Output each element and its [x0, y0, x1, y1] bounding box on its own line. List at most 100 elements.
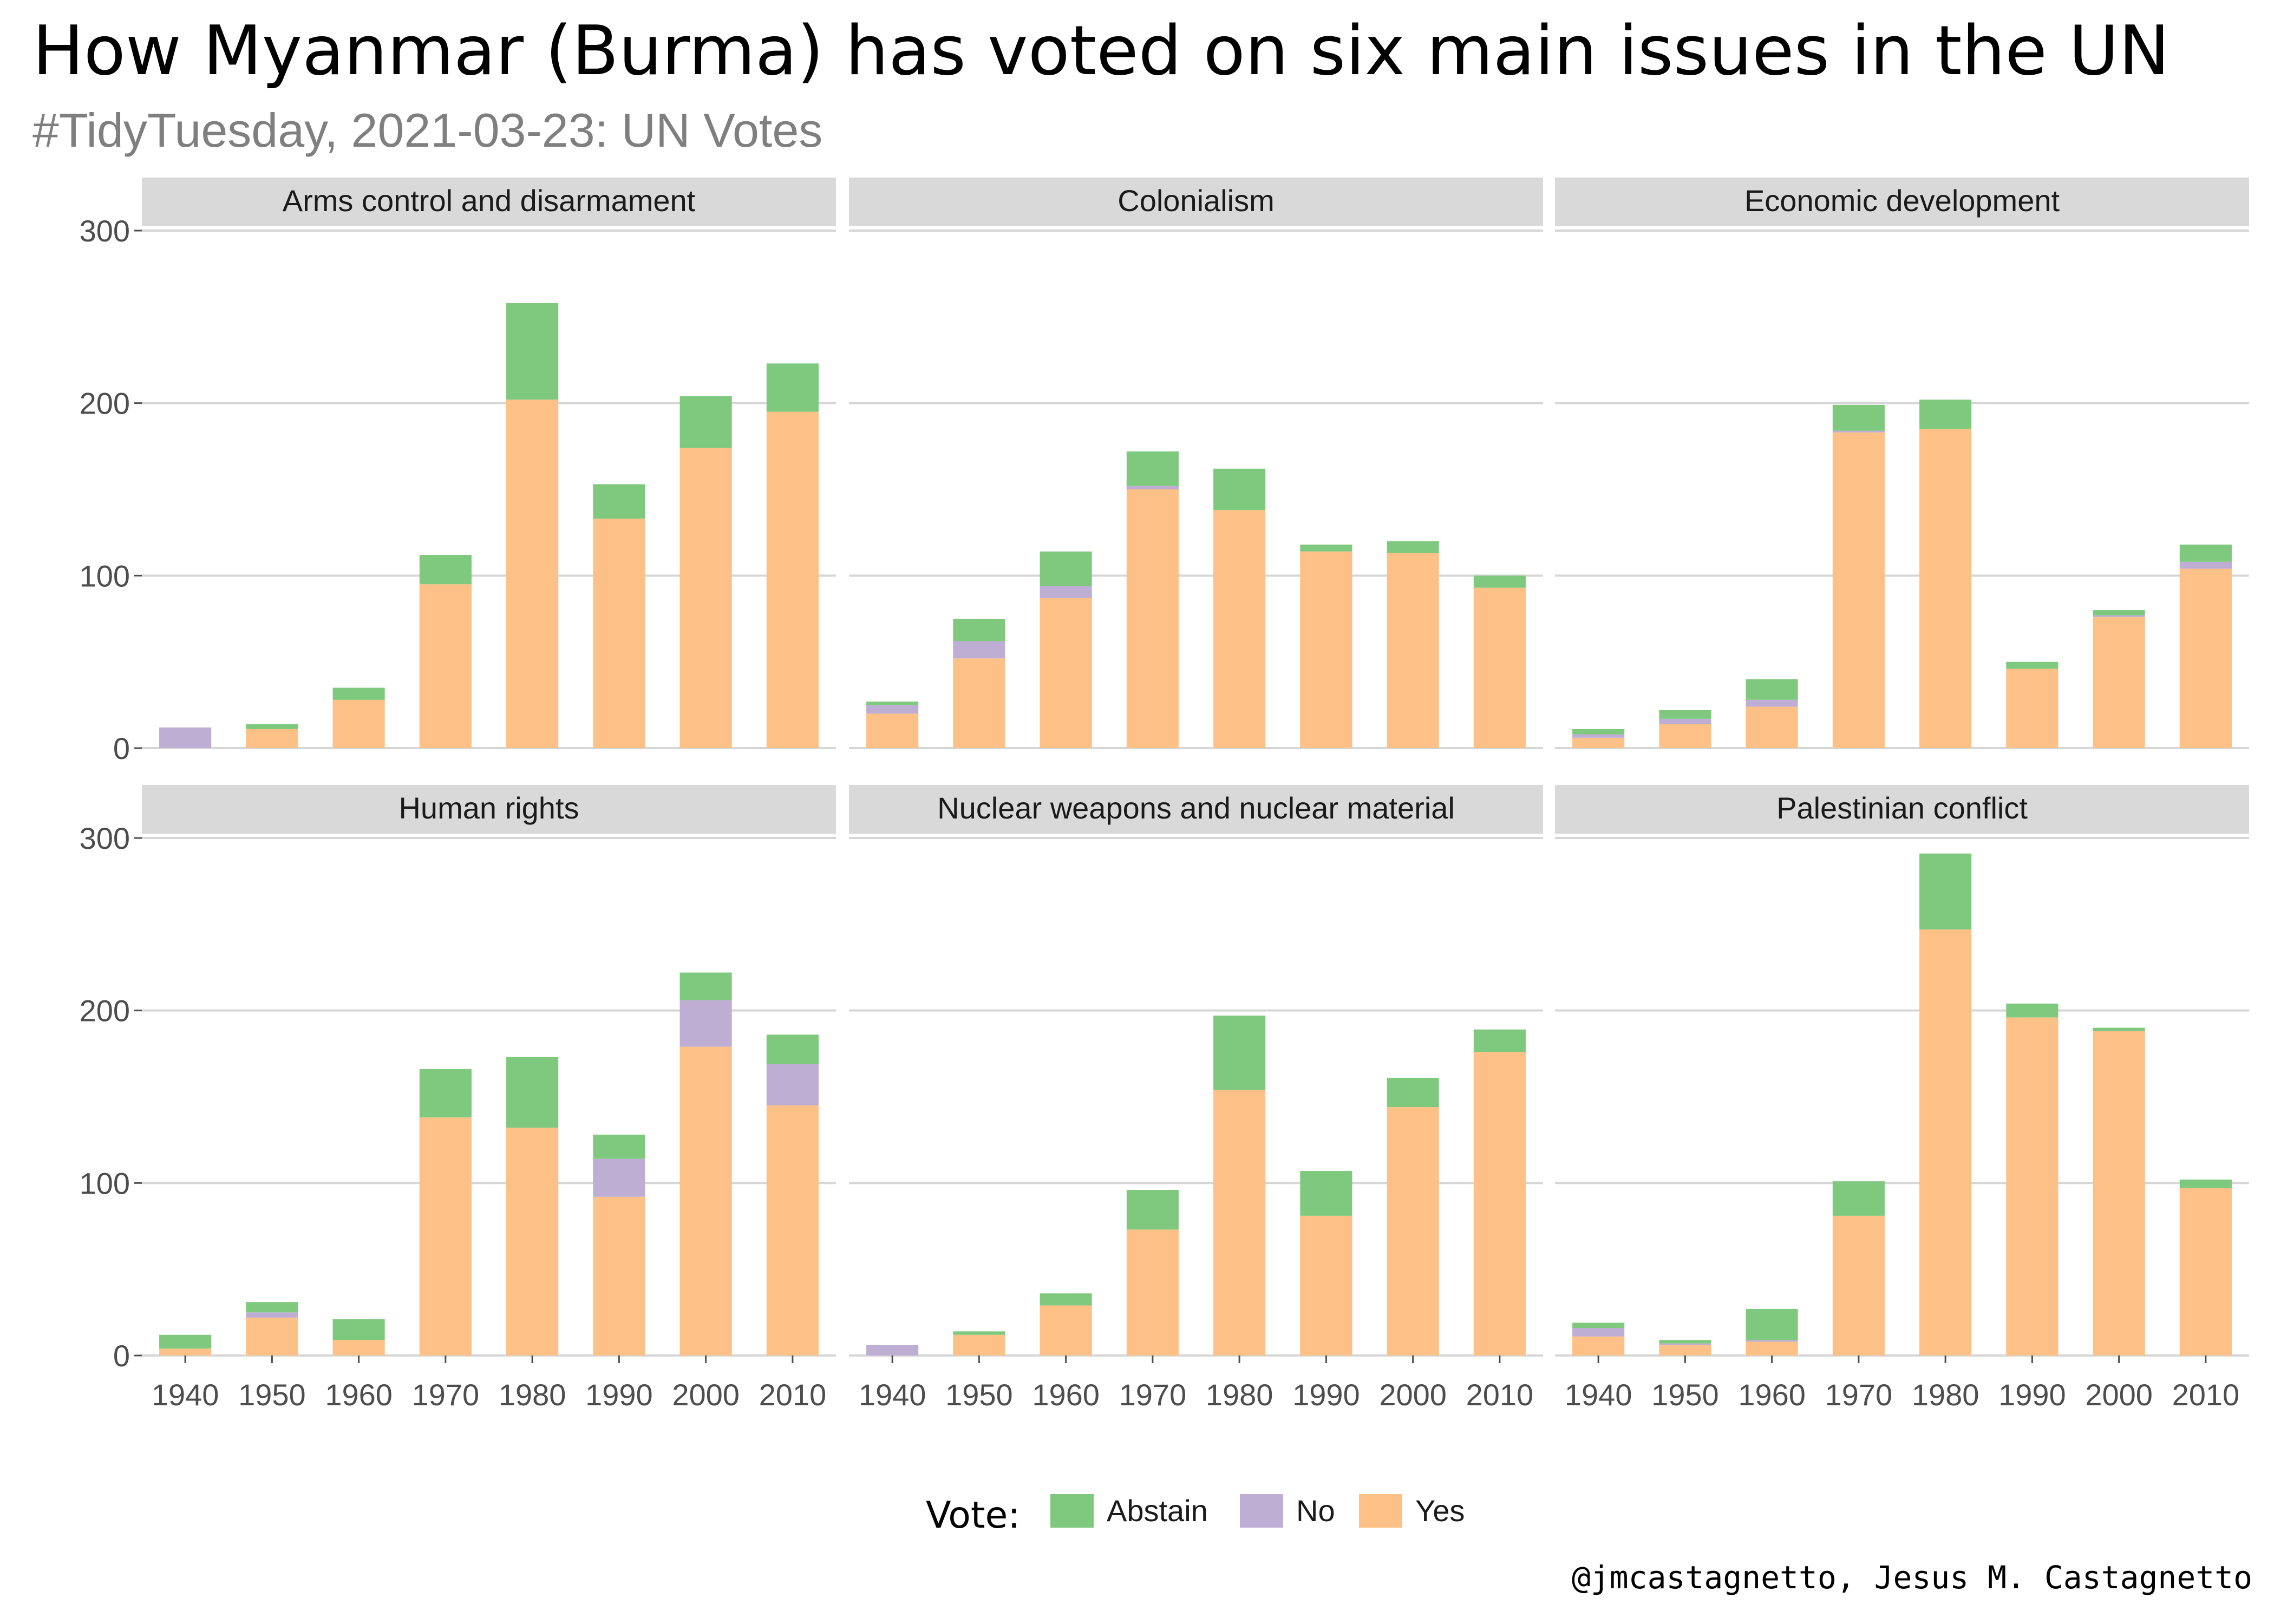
bar-yes-2010: [1473, 587, 1526, 748]
facet-strip: [1555, 785, 2249, 834]
x-tick-label: 2010: [1466, 1378, 1534, 1412]
legend-swatch-yes: [1359, 1494, 1402, 1528]
bar-yes-1960: [1040, 1305, 1092, 1355]
bar-no-1970: [1126, 486, 1179, 489]
bar-abstain-1990: [593, 1135, 645, 1159]
bar-yes-1990: [1300, 1215, 1352, 1355]
bar-yes-1980: [1919, 929, 1972, 1355]
bar-abstain-2010: [1473, 1029, 1526, 1052]
bar-abstain-2000: [2093, 610, 2145, 615]
bar-abstain-1980: [506, 1057, 559, 1128]
facet-label-arms-control-and-disarmament: Arms control and disarmament: [283, 184, 696, 218]
bar-abstain-1970: [419, 1069, 472, 1118]
bar-no-2000: [679, 1000, 732, 1047]
bar-yes-2000: [679, 448, 732, 748]
x-tick-label: 1960: [325, 1378, 393, 1412]
bar-abstain-1980: [506, 303, 559, 400]
bar-yes-1970: [1832, 432, 1885, 748]
bar-abstain-1990: [1300, 1171, 1352, 1216]
bar-abstain-1950: [953, 619, 1005, 641]
bar-yes-2010: [766, 411, 819, 748]
bar-yes-1960: [332, 1340, 385, 1355]
bar-abstain-2000: [1387, 1077, 1439, 1108]
bar-abstain-1960: [1746, 1308, 1798, 1340]
x-tick-label: 1940: [859, 1378, 926, 1412]
bar-no-1940: [159, 727, 212, 748]
bar-no-1940: [866, 1345, 919, 1355]
x-tick-label: 1980: [1206, 1378, 1273, 1412]
bar-yes-1950: [953, 658, 1005, 748]
legend-label-yes: Yes: [1415, 1494, 1465, 1528]
bar-abstain-2010: [2179, 544, 2232, 562]
bar-yes-1940: [866, 713, 919, 748]
bar-yes-2000: [679, 1046, 732, 1355]
bar-yes-2010: [1473, 1052, 1526, 1355]
bar-abstain-1960: [332, 687, 385, 700]
bar-yes-1990: [2006, 669, 2059, 748]
bar-yes-1970: [419, 1117, 472, 1355]
facet-label-nuclear-weapons-and-nuclear-material: Nuclear weapons and nuclear material: [937, 791, 1455, 825]
x-tick-label: 1970: [1825, 1378, 1893, 1412]
x-tick-label: 2000: [2085, 1378, 2153, 1412]
facet-strip: [849, 178, 1543, 226]
facet-strip: [849, 785, 1543, 834]
bar-abstain-1950: [953, 1331, 1005, 1335]
x-tick-label: 2010: [2172, 1378, 2240, 1412]
facet-strip: [1555, 178, 2249, 226]
bar-abstain-1960: [332, 1319, 385, 1340]
bar-yes-1970: [1832, 1215, 1885, 1355]
x-tick-label: 1990: [585, 1378, 653, 1412]
y-tick-label: 0: [113, 731, 130, 765]
bar-abstain-1970: [1832, 404, 1885, 431]
x-tick-label: 1960: [1032, 1378, 1100, 1412]
bar-abstain-1940: [1572, 1322, 1625, 1328]
bar-yes-1970: [1126, 1229, 1179, 1355]
bar-yes-2000: [1387, 553, 1439, 748]
bar-abstain-1970: [1126, 1190, 1179, 1230]
bar-abstain-2010: [1473, 575, 1526, 588]
bar-yes-1990: [593, 519, 645, 748]
bar-abstain-1980: [1213, 468, 1266, 510]
bar-yes-1980: [1213, 510, 1266, 748]
bar-yes-2000: [2093, 1031, 2145, 1355]
x-tick-label: 1980: [1912, 1378, 1979, 1412]
bar-no-1960: [1746, 1340, 1798, 1342]
chart-subtitle: #TidyTuesday, 2021-03-23: UN Votes: [32, 103, 823, 157]
facet-label-palestinian-conflict: Palestinian conflict: [1776, 791, 2028, 825]
x-tick-label: 1990: [1998, 1378, 2066, 1412]
bar-no-1990: [593, 1158, 645, 1197]
legend-label-abstain: Abstain: [1107, 1494, 1208, 1528]
y-tick-label: 100: [80, 559, 130, 593]
x-tick-label: 1970: [412, 1378, 480, 1412]
bar-abstain-1960: [1040, 551, 1092, 586]
bar-abstain-1990: [2006, 662, 2059, 669]
bar-yes-2000: [2093, 617, 2145, 748]
bar-no-1960: [1040, 586, 1092, 598]
y-tick-label: 200: [80, 994, 130, 1028]
bar-abstain-1990: [593, 484, 645, 519]
bar-yes-1970: [1126, 489, 1179, 748]
bar-no-1940: [1572, 734, 1625, 738]
bar-abstain-1970: [1832, 1181, 1885, 1216]
bar-yes-2010: [2179, 568, 2232, 748]
bar-no-1950: [246, 1312, 298, 1318]
facet-label-human-rights: Human rights: [398, 791, 579, 825]
bar-yes-1970: [419, 584, 472, 748]
bar-no-1960: [1746, 699, 1798, 707]
legend-swatch-no: [1240, 1494, 1283, 1528]
bar-yes-1950: [246, 1317, 298, 1355]
bar-abstain-1990: [1300, 544, 1352, 552]
bar-no-1950: [1659, 718, 1711, 724]
bar-yes-1990: [2006, 1017, 2059, 1355]
legend-swatch-abstain: [1050, 1494, 1094, 1528]
bar-yes-1990: [1300, 551, 1352, 748]
bar-yes-1950: [1659, 724, 1711, 748]
bar-abstain-1950: [246, 724, 298, 729]
x-tick-label: 1940: [1565, 1378, 1632, 1412]
y-tick-label: 300: [80, 214, 130, 248]
bar-yes-1950: [953, 1334, 1005, 1355]
bar-abstain-2000: [2093, 1027, 2145, 1031]
bar-abstain-1960: [1746, 679, 1798, 700]
bar-yes-1980: [506, 400, 559, 748]
